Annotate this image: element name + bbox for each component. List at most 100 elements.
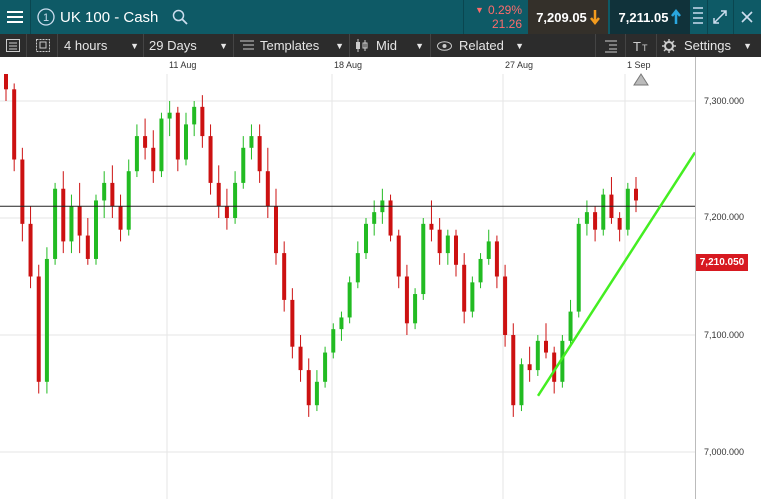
order-book-icon[interactable]	[690, 0, 706, 34]
candle-body	[519, 364, 524, 406]
candle-body	[429, 223, 434, 230]
sell-down-arrow-icon	[589, 10, 600, 25]
buy-button[interactable]: 7,211.05	[610, 0, 690, 34]
interval-select[interactable]: 4 hours ▼	[64, 34, 142, 57]
candle-body	[413, 294, 418, 324]
buy-up-arrow-icon	[671, 9, 682, 24]
eye-icon-svg	[437, 40, 452, 51]
candle-body	[306, 370, 311, 406]
search-icon[interactable]	[170, 0, 190, 34]
related-label: Related	[459, 38, 504, 53]
close-icon-svg	[741, 11, 753, 23]
candle-body	[339, 317, 344, 330]
price-type-value: Mid	[376, 38, 397, 53]
candle-body	[28, 223, 33, 277]
candle-body	[437, 229, 442, 254]
svg-text:T: T	[633, 39, 641, 52]
change-points: 21.26	[491, 17, 522, 31]
axis-label: 7,300.000	[704, 96, 745, 106]
candle-body	[331, 329, 336, 353]
axis-label: 7,100.000	[704, 330, 745, 340]
candle-body	[560, 340, 565, 382]
candle-body	[167, 112, 172, 119]
candle-body	[494, 241, 499, 277]
trend-line[interactable]	[536, 151, 695, 397]
candle-body	[634, 188, 638, 201]
sell-button[interactable]: 7,209.05	[528, 0, 608, 34]
expand-icon[interactable]	[708, 0, 732, 34]
hamburger-menu-icon-svg	[7, 11, 23, 23]
chart-toolbar: 4 hours ▼ 29 Days ▼ Templates ▼ Mid ▼ Re…	[0, 34, 761, 57]
candle-body	[134, 136, 139, 172]
info-circle-icon[interactable]: 1	[33, 0, 59, 34]
chart-list-icon-svg	[6, 39, 20, 52]
chevron-down-icon: ▼	[335, 40, 344, 51]
expand-icon-svg	[713, 10, 727, 24]
info-circle-icon-svg: 1	[37, 8, 55, 26]
candle-body	[77, 206, 82, 236]
axis-label: 7,000.000	[704, 447, 745, 457]
candle-body	[274, 206, 278, 254]
layout-grid-icon-svg	[36, 39, 50, 52]
candle-body	[290, 299, 295, 347]
chevron-down-icon: ▼	[415, 40, 424, 51]
candle-body	[355, 253, 360, 283]
candle-body	[216, 182, 221, 207]
candle-body	[224, 206, 229, 218]
candle-body	[233, 182, 238, 218]
candle-body	[511, 335, 516, 406]
order-book-icon-svg	[693, 7, 703, 24]
candle-body	[61, 188, 66, 242]
candle-body	[208, 136, 213, 183]
candle-body	[421, 223, 426, 295]
settings-dropdown[interactable]: Settings ▼	[662, 34, 760, 57]
candle-body	[625, 188, 630, 230]
candle-body	[36, 276, 41, 382]
instrument-header-bar: 1 UK 100 - Cash ▼ 0.29% 21.26 7,209.05 7…	[0, 0, 761, 34]
range-select[interactable]: 29 Days ▼	[149, 34, 231, 57]
search-icon-svg	[172, 9, 188, 25]
range-value: 29 Days	[149, 38, 197, 53]
candlestick-chart[interactable]	[0, 74, 695, 499]
layout-grid-icon[interactable]	[30, 34, 56, 57]
candle-body	[568, 311, 573, 341]
buy-price: 7,211.05	[618, 9, 669, 25]
candle-body	[503, 276, 508, 335]
candle-body	[118, 206, 123, 230]
related-dropdown[interactable]: Related ▼	[437, 34, 527, 57]
hamburger-menu-icon[interactable]	[0, 0, 30, 34]
candle-body	[4, 74, 8, 90]
candle-body	[323, 352, 328, 382]
chart-list-icon[interactable]	[0, 34, 26, 57]
candle-body	[445, 235, 450, 254]
event-marker-icon[interactable]	[633, 72, 649, 86]
price-axis: 7,300.000 7,200.000 7,100.000 7,000.000 …	[695, 57, 761, 499]
date-label: 18 Aug	[334, 60, 363, 70]
candle-body	[593, 212, 598, 230]
chevron-down-icon: ▼	[515, 40, 524, 51]
candle-body	[282, 253, 287, 300]
candle-body	[584, 212, 589, 224]
current-price-tag: 7,210.050	[696, 254, 748, 271]
candle-body	[298, 346, 303, 371]
price-type-select[interactable]: Mid ▼	[355, 34, 427, 57]
templates-dropdown[interactable]: Templates ▼	[240, 34, 347, 57]
drawing-list-icon[interactable]	[600, 34, 622, 57]
date-label: 1 Sep	[627, 60, 651, 70]
candle-body	[110, 182, 115, 207]
candlestick-icon-svg	[356, 39, 368, 52]
svg-text:T: T	[642, 43, 648, 52]
candle-body	[257, 136, 262, 172]
down-triangle-icon: ▼	[475, 5, 484, 15]
sell-price: 7,209.05	[536, 9, 587, 25]
candle-body	[478, 258, 483, 283]
chevron-down-icon: ▼	[743, 40, 752, 51]
close-icon[interactable]	[734, 0, 760, 34]
candle-body	[372, 212, 377, 224]
candle-body	[102, 182, 107, 201]
change-percent: 0.29%	[487, 3, 522, 17]
candle-body	[175, 112, 180, 160]
candle-body	[241, 147, 246, 183]
candle-body	[143, 136, 148, 148]
